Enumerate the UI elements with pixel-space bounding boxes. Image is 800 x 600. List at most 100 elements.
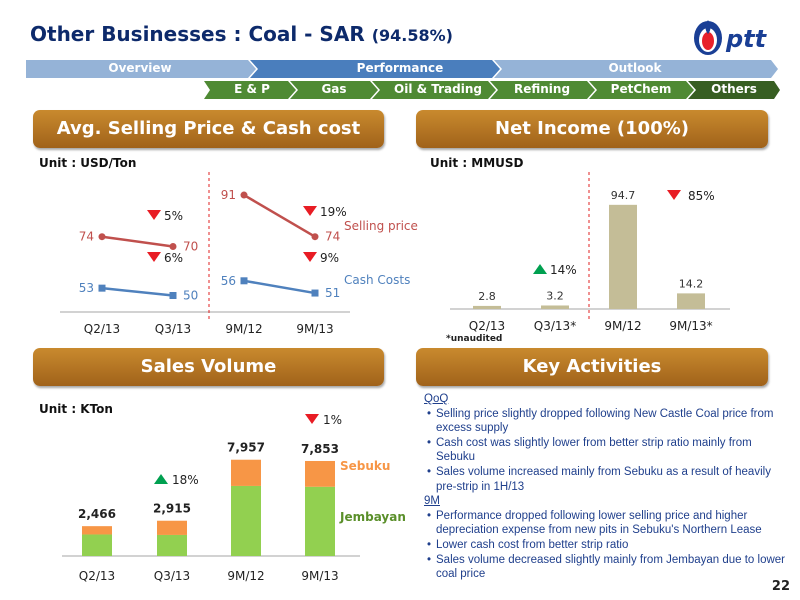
qoq-heading: QoQ: [424, 393, 449, 405]
x-tick-label: 9M/13*: [669, 319, 712, 333]
list-item: Performance dropped following lower sell…: [424, 509, 789, 538]
nav-top-bar: [26, 60, 778, 78]
data-label: 91: [221, 188, 236, 202]
series-label-sebuku: Sebuku: [340, 459, 390, 473]
x-tick-label: 9M/12: [227, 569, 264, 583]
ptt-flame-icon: [694, 20, 722, 55]
nav-outlook[interactable]: Outlook: [608, 61, 662, 75]
net-income-bar: [677, 293, 705, 309]
nine-month-heading: 9M: [424, 495, 440, 508]
down-arrow-icon: [303, 206, 317, 216]
data-label: 50: [183, 289, 198, 303]
data-label: 14.2: [679, 277, 704, 290]
down-arrow-icon: [667, 190, 681, 200]
sebuku-bar-segment: [231, 459, 261, 486]
sales-volume-chart: 2,466 Q2/13 2,915 Q3/13 7,957 9M/12 7,853 9M/13…: [62, 413, 406, 583]
data-label: 74: [79, 230, 94, 244]
x-tick-label: Q3/13*: [534, 319, 576, 333]
unaudited-footnote: *unaudited: [446, 334, 503, 344]
nav-overview[interactable]: Overview: [108, 61, 172, 75]
data-label: 2.8: [478, 290, 496, 303]
nine-month-list: Performance dropped following lower sell…: [424, 509, 789, 582]
data-point: [98, 284, 106, 292]
change-label: 1%: [323, 413, 342, 427]
net-income-bar: [473, 305, 501, 309]
up-arrow-icon: [154, 474, 168, 484]
jembayan-bar-segment: [305, 486, 335, 556]
series-label-cash-costs: Cash Costs: [344, 273, 410, 287]
total-label: 7,853: [301, 442, 339, 456]
sebuku-bar-segment: [157, 520, 187, 535]
sebuku-bar-segment: [305, 460, 335, 487]
series-label-selling-price: Selling price: [344, 219, 418, 233]
series-line: [101, 286, 174, 297]
nav-ep[interactable]: E & P: [234, 82, 270, 96]
data-point: [240, 191, 248, 199]
series-line: [243, 279, 316, 295]
total-label: 2,915: [153, 502, 191, 516]
nav-others[interactable]: Others: [711, 82, 757, 96]
net-income-bar: [541, 305, 569, 309]
change-label: 6%: [164, 251, 183, 265]
section-header-sales-volume: Sales Volume: [33, 348, 384, 386]
section-header-key-activities: Key Activities: [416, 348, 768, 386]
x-tick-label: Q3/13: [155, 322, 191, 336]
x-tick-label: Q2/13: [469, 319, 505, 333]
total-label: 2,466: [78, 507, 116, 521]
section-header-price: Avg. Selling Price & Cash cost: [33, 110, 384, 148]
data-point: [311, 289, 319, 297]
list-item: Sales volume increased mainly from Sebuk…: [424, 465, 789, 494]
data-point: [240, 277, 248, 285]
change-label: 18%: [172, 473, 199, 487]
change-label: 85%: [688, 189, 715, 203]
page-title-text: Other Businesses : Coal - SAR: [30, 22, 365, 46]
x-tick-label: Q2/13: [84, 322, 120, 336]
data-label: 51: [325, 286, 340, 300]
data-label: 94.7: [611, 189, 636, 202]
data-point: [98, 233, 106, 241]
list-item: Lower cash cost from better strip ratio: [424, 538, 789, 553]
nav-gas[interactable]: Gas: [321, 82, 347, 96]
nav-petchem[interactable]: PetChem: [610, 82, 672, 96]
nav-performance[interactable]: Performance: [356, 61, 444, 75]
down-arrow-icon: [147, 210, 161, 220]
jembayan-bar-segment: [82, 534, 112, 556]
data-label: 70: [183, 240, 198, 254]
data-point: [169, 243, 177, 250]
x-tick-label: 9M/13: [301, 569, 338, 583]
change-label: 5%: [164, 209, 183, 223]
data-point: [169, 292, 177, 299]
unit-price: Unit : USD/Ton: [39, 156, 137, 170]
nav-oil-trading[interactable]: Oil & Trading: [394, 82, 482, 96]
data-label: 3.2: [546, 289, 564, 302]
jembayan-bar-segment: [231, 485, 261, 556]
change-label: 9%: [320, 251, 339, 265]
page-number: 22: [771, 579, 790, 594]
unit-net-income: Unit : MMUSD: [430, 156, 524, 170]
key-activities: QoQ Selling price slightly dropped follo…: [424, 392, 789, 582]
net-income-chart: 2.8 Q2/13 3.2 Q3/13* 94.7 9M/12 14.2 9M/13* 14% 8…: [450, 172, 730, 333]
jembayan-bar-segment: [157, 534, 187, 556]
qoq-list: Selling price slightly dropped following…: [424, 407, 789, 495]
data-label: 53: [79, 281, 94, 295]
change-label: 14%: [550, 263, 577, 277]
total-label: 7,957: [227, 441, 265, 455]
change-label: 19%: [320, 205, 347, 219]
data-label: 56: [221, 274, 236, 288]
data-label: 74: [325, 230, 340, 244]
data-point: [311, 233, 319, 241]
up-arrow-icon: [533, 264, 547, 274]
nav-refining[interactable]: Refining: [513, 82, 571, 96]
x-tick-label: 9M/12: [604, 319, 641, 333]
series-line: [243, 193, 316, 238]
net-income-bar: [609, 204, 637, 309]
list-item: Selling price slightly dropped following…: [424, 407, 789, 436]
down-arrow-icon: [305, 414, 319, 424]
x-tick-label: Q3/13: [154, 569, 190, 583]
list-item: Cash cost was slightly lower from better…: [424, 436, 789, 465]
price-cash-cost-chart: Q2/13 Q3/13 9M/12 9M/13 74 70 91 74 53 50 56 51 Sell…: [60, 172, 418, 336]
x-tick-label: Q2/13: [79, 569, 115, 583]
series-line: [101, 235, 174, 248]
ptt-logo-text: ptt: [725, 25, 768, 53]
page-title: Other Businesses : Coal - SAR (94.58%): [30, 22, 453, 46]
